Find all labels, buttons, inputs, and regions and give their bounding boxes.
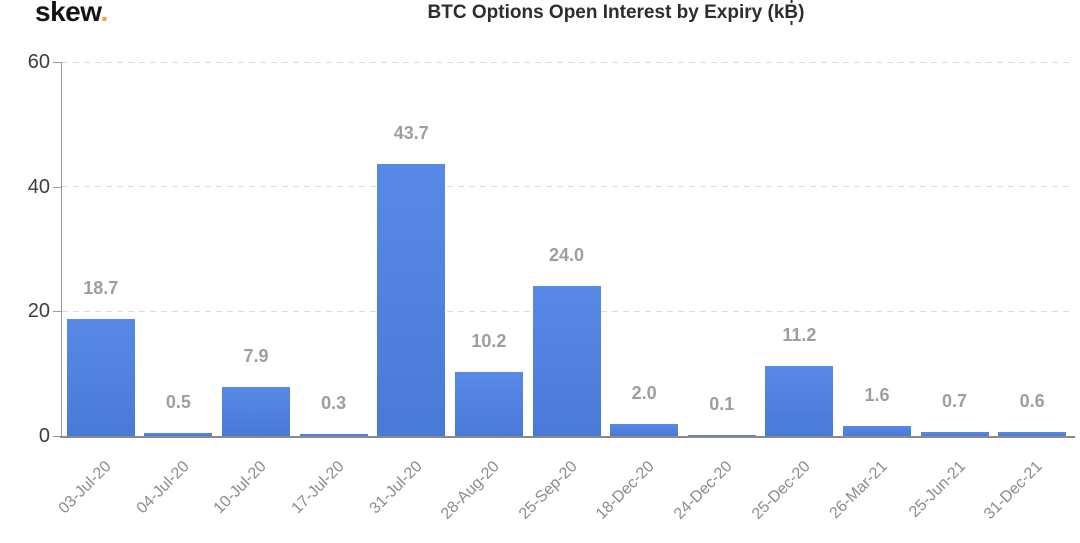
bar-value-label: 0.7 [942, 391, 968, 411]
bar-value-label: 0.1 [709, 394, 735, 414]
skew-logo: skew. [35, 0, 108, 28]
bar-03-Jul-20[interactable] [66, 319, 135, 436]
bar-value-label: 7.9 [243, 346, 269, 366]
plot-area: 0 20 40 60 18.7 03-Jul-20 0.5 04-Jul-20 7.9 10-Ju… [28, 51, 1075, 523]
gridline-40 [62, 186, 1071, 188]
bar-value-label: 0.5 [165, 392, 191, 412]
bar-31-Dec-21[interactable] [998, 432, 1067, 436]
skew-logo-text: skew [35, 0, 101, 27]
bar-24-Dec-20[interactable] [687, 435, 756, 436]
y-axis-label-0: 0 [38, 425, 50, 447]
bar-25-Jun-21[interactable] [920, 432, 989, 436]
y-axis-label-40: 40 [27, 175, 50, 198]
bar-value-label: 10.2 [471, 331, 507, 351]
bitcoin-symbol-icon: B [784, 0, 799, 25]
bar-26-Mar-21[interactable] [842, 426, 911, 436]
y-axis-label-20: 20 [27, 300, 50, 323]
chart-title-suffix: ) [798, 2, 805, 23]
bar-value-label: 0.3 [321, 393, 347, 413]
bar-value-label: 11.2 [782, 325, 817, 345]
bar-28-Aug-20[interactable] [454, 372, 523, 436]
bar-10-Jul-20[interactable] [222, 387, 291, 436]
x-axis-label: 31-Dec-21 [904, 458, 1046, 523]
bar-04-Jul-20[interactable] [144, 433, 213, 436]
y-tick-40 [53, 186, 61, 188]
y-tick-60 [53, 62, 61, 63]
bar-value-label: 18.7 [83, 278, 119, 298]
skew-logo-dot: . [100, 0, 108, 27]
bar-value-label: 24.0 [548, 245, 585, 265]
bar-18-Dec-20[interactable] [610, 424, 679, 436]
y-tick-20 [53, 311, 61, 313]
bar-value-label: 2.0 [631, 383, 657, 403]
x-axis-label-text: 31-Dec-21 [981, 458, 1047, 523]
bar-31-Jul-20[interactable] [377, 164, 446, 436]
y-tick-0 [53, 436, 61, 437]
bar-value-label: 0.6 [1019, 391, 1045, 411]
x-axis-line [60, 436, 1075, 438]
y-axis-label-60: 60 [27, 51, 50, 73]
gridline-60 [62, 61, 1071, 63]
bar-25-Dec-20[interactable] [765, 366, 834, 436]
chart-title-prefix: BTC Options Open Interest by Expiry (k [427, 2, 785, 23]
chart-title: BTC Options Open Interest by Expiry (kB) [427, 0, 805, 25]
y-axis-line [61, 62, 62, 437]
bar-17-Jul-20[interactable] [299, 434, 368, 436]
bar-value-label: 1.6 [864, 385, 890, 405]
bar-25-Sep-20[interactable] [532, 286, 601, 436]
bar-value-label: 43.7 [393, 123, 429, 143]
